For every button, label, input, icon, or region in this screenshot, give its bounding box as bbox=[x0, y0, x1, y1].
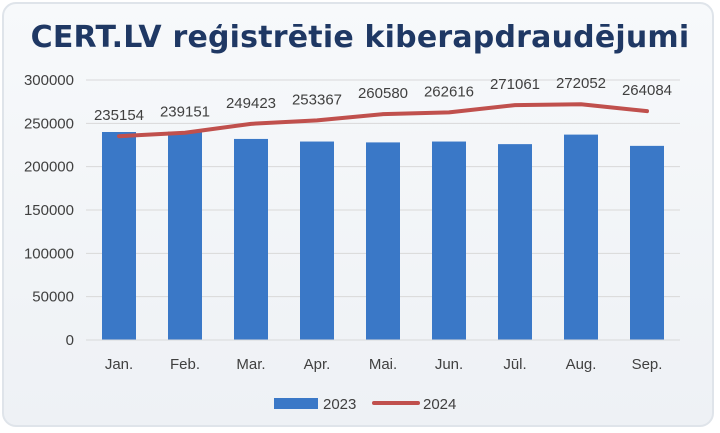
legend: 2023 2024 bbox=[274, 396, 456, 413]
y-tick-label: 250000 bbox=[24, 115, 74, 132]
bars-2023 bbox=[102, 131, 664, 340]
y-tick-label: 150000 bbox=[24, 202, 74, 219]
legend-label-2024: 2024 bbox=[423, 396, 456, 413]
series-line-2024 bbox=[117, 102, 649, 139]
bar-2023 bbox=[234, 138, 268, 340]
x-axis: Jan. Feb. Mar. Apr. Mai. Jun. Jūl. Aug. Sep. bbox=[86, 339, 680, 373]
legend-label-2023: 2023 bbox=[323, 396, 356, 413]
data-label-2024: 271061 bbox=[490, 76, 540, 93]
bar-2023 bbox=[366, 142, 400, 340]
x-tick-label: Mai. bbox=[369, 356, 397, 373]
data-label-2024: 260580 bbox=[358, 85, 408, 102]
y-tick-label: 50000 bbox=[32, 289, 74, 306]
x-tick-label: Mar. bbox=[236, 356, 265, 373]
bar-2023 bbox=[300, 141, 334, 340]
x-tick-label: Sep. bbox=[632, 356, 663, 373]
data-label-2024: 253367 bbox=[292, 91, 342, 108]
line-2024 bbox=[117, 102, 649, 139]
data-label-2024: 264084 bbox=[622, 82, 672, 99]
y-tick-label: 0 bbox=[66, 332, 74, 349]
legend-swatch-2023 bbox=[274, 398, 318, 409]
y-tick-label: 200000 bbox=[24, 159, 74, 176]
data-labels-2024: 235154 239151 249423 253367 260580 262616 2710… bbox=[94, 75, 672, 124]
y-tick-label: 300000 bbox=[24, 72, 74, 89]
y-axis: 0 50000 100000 150000 200000 250000 300000 bbox=[24, 72, 74, 349]
y-tick-label: 100000 bbox=[24, 245, 74, 262]
bar-2023 bbox=[498, 144, 532, 340]
chart-frame: CERT.LV reģistrētie kiberapdraudējumi 0 5… bbox=[2, 2, 714, 427]
data-label-2024: 249423 bbox=[226, 95, 276, 112]
chart-svg: 0 50000 100000 150000 200000 250000 300000 235… bbox=[24, 72, 680, 413]
data-label-2024: 239151 bbox=[160, 104, 210, 121]
data-label-2024: 262616 bbox=[424, 83, 474, 100]
x-tick-label: Jūl. bbox=[503, 356, 526, 373]
bar-2023 bbox=[168, 131, 202, 340]
chart-title: CERT.LV reģistrētie kiberapdraudējumi bbox=[30, 20, 690, 55]
data-label-2024: 272052 bbox=[556, 75, 606, 92]
bar-2023 bbox=[102, 132, 136, 340]
bar-2023 bbox=[564, 134, 598, 340]
x-tick-label: Jun. bbox=[435, 356, 463, 373]
x-tick-label: Aug. bbox=[566, 356, 597, 373]
data-label-2024: 235154 bbox=[94, 107, 144, 124]
x-tick-label: Apr. bbox=[304, 356, 331, 373]
bar-2023 bbox=[630, 145, 664, 340]
x-tick-label: Jan. bbox=[105, 356, 133, 373]
bar-2023 bbox=[432, 141, 466, 340]
x-tick-label: Feb. bbox=[170, 356, 200, 373]
